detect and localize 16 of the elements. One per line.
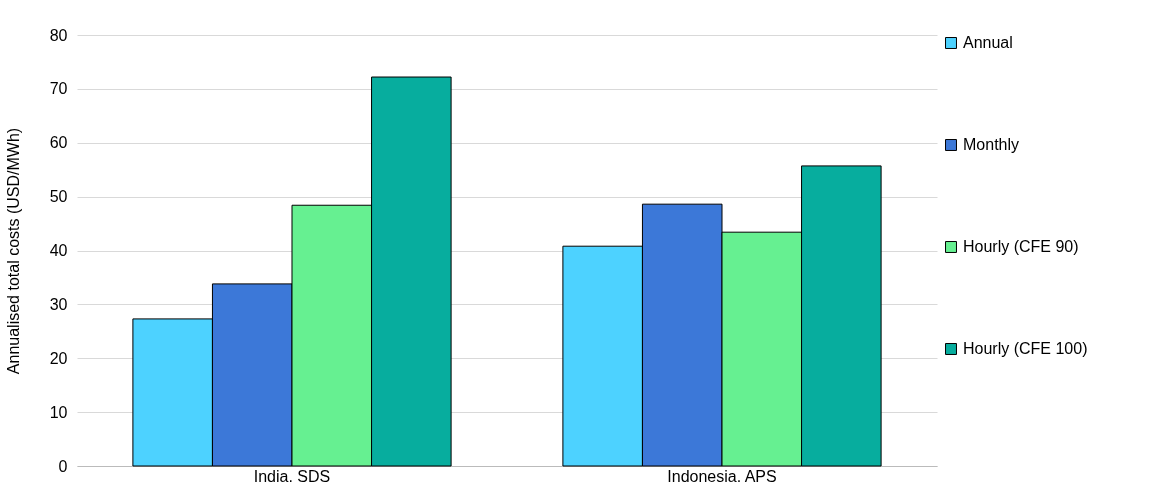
legend-label: Hourly (CFE 90) xyxy=(963,238,1079,255)
y-tick-label: 60 xyxy=(49,134,68,152)
y-tick-label: 50 xyxy=(49,188,68,206)
y-tick-label: 70 xyxy=(49,80,68,98)
legend-label: Annual xyxy=(963,34,1013,51)
y-tick-label: 40 xyxy=(49,242,68,259)
legend-label: Hourly (CFE 100) xyxy=(963,340,1088,357)
y-tick-label: 0 xyxy=(58,457,68,475)
y-tick-label: 20 xyxy=(49,349,68,367)
legend-label: Monthly xyxy=(963,136,1020,153)
y-tick-label: 10 xyxy=(49,403,68,421)
y-tick-label: 30 xyxy=(49,295,68,313)
y-axis-title: Annualised total costs (USD/MWh) xyxy=(4,127,22,375)
y-tick-label: 80 xyxy=(49,26,68,44)
x-tick-label: India. SDS xyxy=(253,467,331,484)
x-tick-label: Indonesia. APS xyxy=(667,467,777,484)
